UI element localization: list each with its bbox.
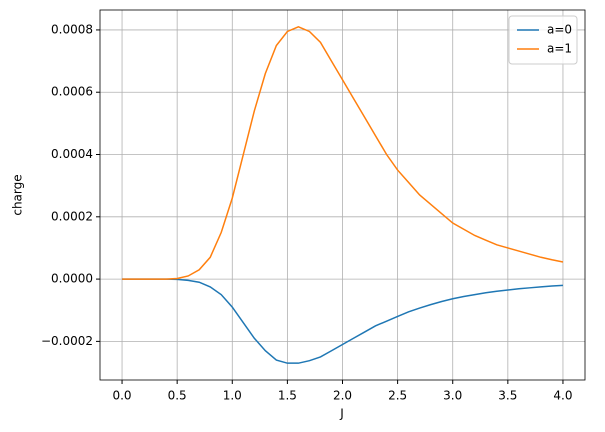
axes-frame [99, 9, 586, 381]
legend: a=0a=1 [508, 15, 578, 65]
y-tick-label: 0.0006 [51, 85, 93, 99]
y-tick-label: 0.0008 [51, 22, 93, 36]
line-series [122, 26, 564, 280]
y-tick-label: 0.0000 [51, 272, 93, 286]
x-tick-label: 0.5 [168, 389, 187, 403]
y-tick-label: −0.0002 [41, 334, 93, 348]
x-tick-label: 2.5 [388, 389, 407, 403]
x-axis-label: J [339, 407, 344, 421]
x-tick-label: 1.5 [278, 389, 297, 403]
x-tick-label: 4.0 [553, 389, 572, 403]
legend-label: a=0 [547, 23, 572, 37]
x-tick-label: 3.5 [498, 389, 517, 403]
legend-box [508, 15, 578, 65]
y-axis-label: charge [11, 174, 25, 215]
x-tick-label: 0.0 [112, 389, 131, 403]
line-series [122, 278, 563, 364]
x-tick-label: 3.0 [443, 389, 462, 403]
x-tick-label: 1.0 [223, 389, 242, 403]
y-tick-label: 0.0004 [51, 147, 93, 161]
legend-label: a=1 [547, 42, 572, 56]
y-tick-label: 0.0002 [51, 209, 93, 223]
x-tick-label: 2.0 [333, 389, 352, 403]
